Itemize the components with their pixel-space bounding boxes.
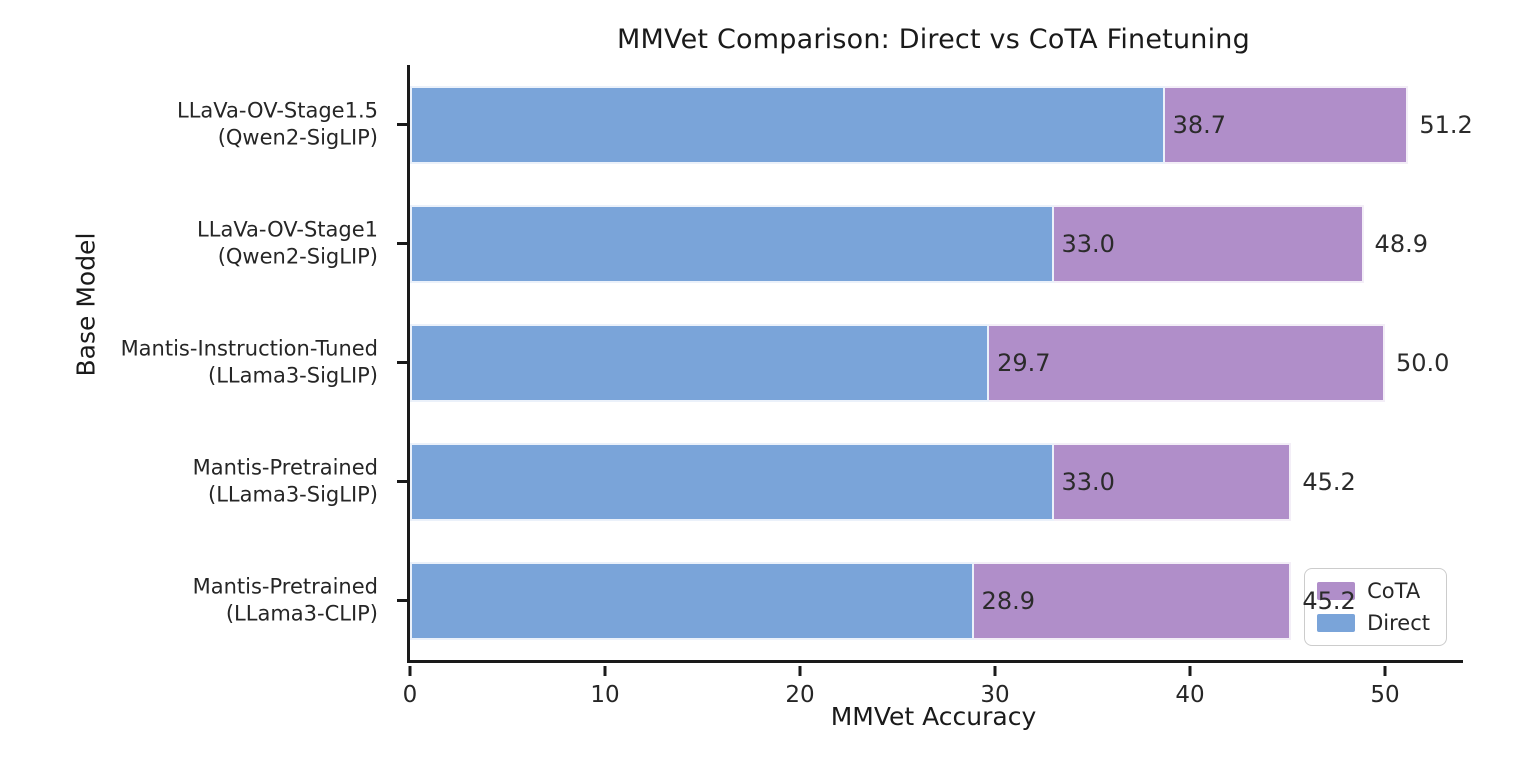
- x-tick-label: 10: [590, 682, 620, 708]
- bar-row: 28.9 45.2: [410, 561, 1463, 640]
- bar-row: 38.7 51.2: [410, 85, 1473, 164]
- legend-entry-cota: CoTA: [1317, 579, 1430, 603]
- x-tick-label: 40: [1175, 682, 1205, 708]
- x-tick: [408, 666, 412, 676]
- direct-bar: [410, 561, 974, 640]
- x-tick-label: 20: [785, 682, 815, 708]
- legend-label-direct: Direct: [1367, 611, 1430, 635]
- cota-value-label: 48.9: [1374, 229, 1428, 258]
- category-label-line: LLaVa-OV-Stage1.5: [177, 98, 378, 123]
- category-label-line: Mantis-Instruction-Tuned: [120, 336, 378, 361]
- category-label-line: (LLama3-CLIP): [225, 601, 378, 626]
- category-label: Mantis-Pretrained (LLama3-SigLIP): [193, 454, 378, 509]
- cota-value-label: 45.2: [1302, 467, 1356, 496]
- category-label: LLaVa-OV-Stage1.5 (Qwen2-SigLIP): [177, 97, 378, 152]
- chart-title: MMVet Comparison: Direct vs CoTA Finetun…: [617, 24, 1250, 55]
- category-label: LLaVa-OV-Stage1 (Qwen2-SigLIP): [197, 216, 378, 271]
- bar-row: 33.0 48.9: [410, 204, 1463, 283]
- direct-value-label: 29.7: [997, 348, 1051, 377]
- y-tick: [397, 242, 407, 245]
- y-category-labels: LLaVa-OV-Stage1.5 (Qwen2-SigLIP) LLaVa-OV-…: [0, 65, 392, 660]
- bar-row: 33.0 45.2: [410, 442, 1463, 521]
- direct-value-label: 33.0: [1061, 467, 1115, 496]
- direct-bar: [410, 85, 1165, 164]
- x-tick-label: 50: [1370, 682, 1400, 708]
- direct-swatch: [1317, 614, 1356, 632]
- x-tick: [798, 666, 802, 676]
- y-tick: [397, 361, 407, 364]
- direct-value-label: 28.9: [981, 586, 1035, 615]
- category-label-line: (LLama3-SigLIP): [208, 482, 378, 507]
- cota-swatch: [1317, 582, 1356, 600]
- x-tick: [1188, 666, 1192, 676]
- category-label-line: (Qwen2-SigLIP): [217, 125, 378, 150]
- y-tick: [397, 599, 407, 602]
- category-label-line: Mantis-Pretrained: [192, 455, 378, 480]
- legend-label-cota: CoTA: [1367, 579, 1421, 603]
- bar-row: 29.7 50.0: [410, 323, 1463, 402]
- direct-bar: [410, 323, 990, 402]
- category-label-line: Mantis-Pretrained: [192, 574, 378, 599]
- y-tick: [397, 123, 407, 126]
- cota-value-label: 50.0: [1396, 348, 1450, 377]
- category-label-line: LLaVa-OV-Stage1: [197, 217, 378, 242]
- category-label-line: (LLama3-SigLIP): [208, 363, 378, 388]
- category-label-line: (Qwen2-SigLIP): [217, 244, 378, 269]
- direct-value-label: 38.7: [1172, 110, 1227, 139]
- x-tick: [993, 666, 997, 676]
- y-tick: [397, 480, 407, 483]
- x-tick-label: 30: [980, 682, 1010, 708]
- direct-bar: [410, 204, 1054, 283]
- cota-value-label: 51.2: [1419, 110, 1473, 139]
- direct-value-label: 33.0: [1061, 229, 1115, 258]
- x-tick: [603, 666, 607, 676]
- plot-area: CoTA Direct 38.7 51.2 33.0 48.9 29.7 50.0 33.0…: [397, 65, 1473, 708]
- x-tick-label: 0: [402, 682, 418, 708]
- legend-entry-direct: Direct: [1317, 611, 1430, 635]
- cota-value-label: 45.2: [1302, 586, 1356, 615]
- category-label: Mantis-Instruction-Tuned (LLama3-SigLIP): [121, 335, 378, 390]
- x-tick: [1383, 666, 1387, 676]
- x-axis-label: MMVet Accuracy: [830, 702, 1037, 731]
- category-label: Mantis-Pretrained (LLama3-CLIP): [193, 573, 378, 628]
- legend: CoTA Direct: [1304, 568, 1447, 646]
- direct-bar: [410, 442, 1054, 521]
